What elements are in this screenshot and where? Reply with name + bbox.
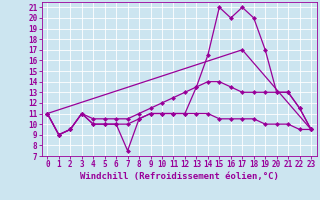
X-axis label: Windchill (Refroidissement éolien,°C): Windchill (Refroidissement éolien,°C) [80,172,279,181]
